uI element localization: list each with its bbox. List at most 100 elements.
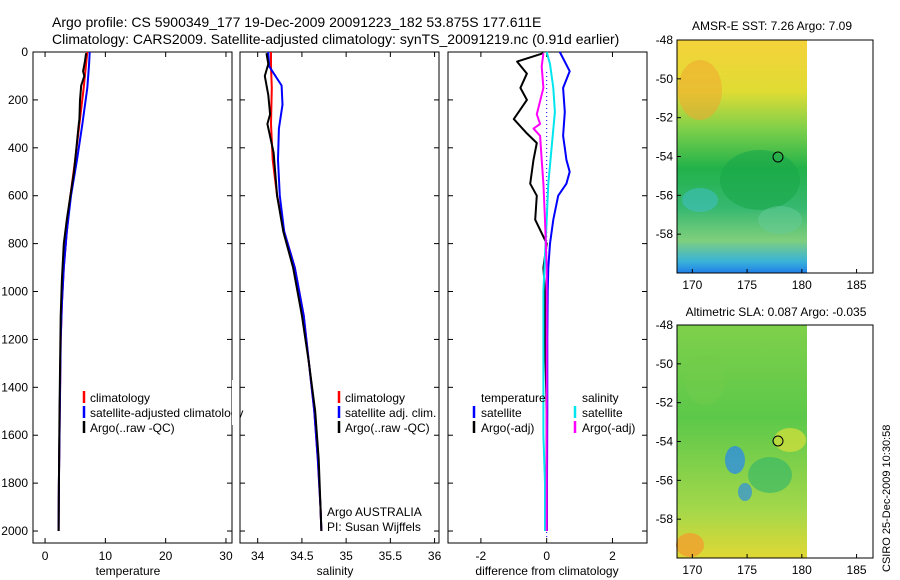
sst-warm-patch [678,60,722,120]
map-ytick-label: -58 [656,512,674,526]
salinity-lines [263,51,323,532]
ytick-label: 1400 [1,380,28,394]
ytick-label: 200 [8,93,28,107]
sla-yellow-patch [774,428,806,452]
ytick-label: 800 [8,237,28,251]
map-ytick-label: -52 [656,396,674,410]
xtick-label: 30 [219,549,233,563]
temperature-panel: 0 200 400 600 800 1000 1200 1400 1600 1800 2000 0 10… [1,45,243,578]
ytick-label: 2000 [1,524,28,538]
sla-orange-patch [676,533,704,557]
sla-green-patch [748,457,792,493]
difference-lines [512,51,571,538]
legend-label-sal-satellite: satellite [582,406,623,420]
map-ytick-label: -58 [656,227,674,241]
ytick-label: 0 [21,45,28,59]
sla-field-patches [676,355,806,557]
xtick-label: 35.5 [379,549,403,563]
sst-map-title: AMSR-E SST: 7.26 Argo: 7.09 [692,19,852,33]
series-line-salinity-argo-adj [532,53,548,531]
series-line-argo-raw-qc [57,53,88,532]
xtick-label: 34.5 [290,549,314,563]
legend-label-sal-argo: Argo(-adj) [582,421,635,435]
legend-label-satellite: satellite-adjusted climatology [90,406,243,420]
sst-cyan-patch [682,188,718,212]
difference-ticks: -2 0 2 [448,51,647,563]
xtick-label: 2 [609,549,616,563]
map-ytick-label: -50 [656,72,674,86]
salinity-frame [239,51,440,544]
difference-xlabel: difference from climatology [475,564,618,578]
map-ytick-label: -56 [656,473,674,487]
legend-heading-salinity: salinity [582,391,619,405]
sla-blue-patch [738,483,752,501]
ytick-label: 1600 [1,428,28,442]
sst-green-patch [720,150,800,210]
map-ytick-label: -48 [656,33,674,47]
map-xtick-label: 180 [792,563,812,577]
sla-map-title: Altimetric SLA: 0.087 Argo: -0.035 [686,305,867,319]
ytick-label: 600 [8,189,28,203]
salinity-legend: climatology satellite adj. clim. Argo(..… [337,391,436,435]
legend-label-climatology: climatology [90,391,150,405]
map-ytick-label: -50 [656,357,674,371]
salinity-ticks: 34 34.5 35 35.5 36 [240,51,442,563]
header-line1: Argo profile: CS 5900349_177 19-Dec-2009… [52,14,541,30]
difference-panel: -2 0 2 difference from climatology tempera… [447,51,648,578]
temperature-ticks: 0 200 400 600 800 1000 1200 1400 1600 1800 2000 0 10… [1,45,233,563]
salinity-xlabel: salinity [317,564,354,578]
ytick-label: 1200 [1,332,28,346]
legend-overflow-mask [232,380,240,425]
series-line-satellite-adj-clim [267,51,323,532]
legend-label-argo: Argo(..raw -QC) [345,421,430,435]
map-xtick-label: 170 [682,563,702,577]
temperature-frame [32,51,233,544]
map-xtick-label: 175 [737,563,757,577]
map-xtick-label: 175 [737,278,757,292]
series-line-temperature-satellite [546,51,571,531]
sst-field-patches [678,60,802,234]
sla-blue-patch [725,446,745,474]
sla-float-marker [772,435,784,447]
sst-float-marker [772,151,784,163]
sst-pale-patch [758,206,802,234]
series-line-satellite-adjusted-climatology [57,51,91,532]
sla-map-ticks: 170 175 180 185 -48 -50 -52 -54 -56 -58 [656,318,867,577]
series-line-temperature-argo-adj [512,52,548,531]
legend-label-temp-argo: Argo(-adj) [481,421,534,435]
ytick-label: 400 [8,141,28,155]
map-ytick-label: -56 [656,188,674,202]
sst-map-ticks: 170 175 180 185 -48 -50 -52 -54 -56 -58 [656,33,867,292]
map-ytick-label: -54 [656,435,674,449]
legend-label-temp-satellite: satellite [481,406,522,420]
xtick-label: 0 [42,549,49,563]
sla-map-panel: Altimetric SLA: 0.087 Argo: -0.035 170 17… [656,305,874,577]
xtick-label: 34 [251,549,265,563]
salinity-panel: 34 34.5 35 35.5 36 salinity climatology sate… [239,51,442,578]
temperature-legend: climatology satellite-adjusted climatolo… [82,391,243,435]
map-xtick-label: 185 [847,278,867,292]
annotation-pi-name: PI: Susan Wijffels [327,520,421,534]
sst-map-panel: AMSR-E SST: 7.26 Argo: 7.09 170 175 180 185… [656,19,874,292]
ytick-label: 1000 [1,285,28,299]
map-ytick-label: -54 [656,150,674,164]
sla-light-patch [685,355,725,405]
difference-legend: temperature satellite Argo(-adj) salinit… [472,391,635,435]
xtick-label: 36 [428,549,442,563]
xtick-label: 0 [543,549,550,563]
header-line2: Climatology: CARS2009. Satellite-adjuste… [52,31,619,47]
legend-label-climatology: climatology [345,391,405,405]
map-xtick-label: 170 [682,278,702,292]
legend-label-argo: Argo(..raw -QC) [90,421,175,435]
xtick-label: 10 [99,549,113,563]
series-line-argo-raw-qc [263,53,323,532]
xtick-label: 20 [159,549,173,563]
map-xtick-label: 185 [847,563,867,577]
map-ytick-label: -52 [656,111,674,125]
credit-stamp: CSIRO 25-Dec-2009 10:30:58 [881,425,893,572]
temperature-lines [57,51,91,532]
legend-label-satellite: satellite adj. clim. [345,406,436,420]
ytick-label: 1800 [1,476,28,490]
annotation-float-program: Argo AUSTRALIA [327,505,422,519]
